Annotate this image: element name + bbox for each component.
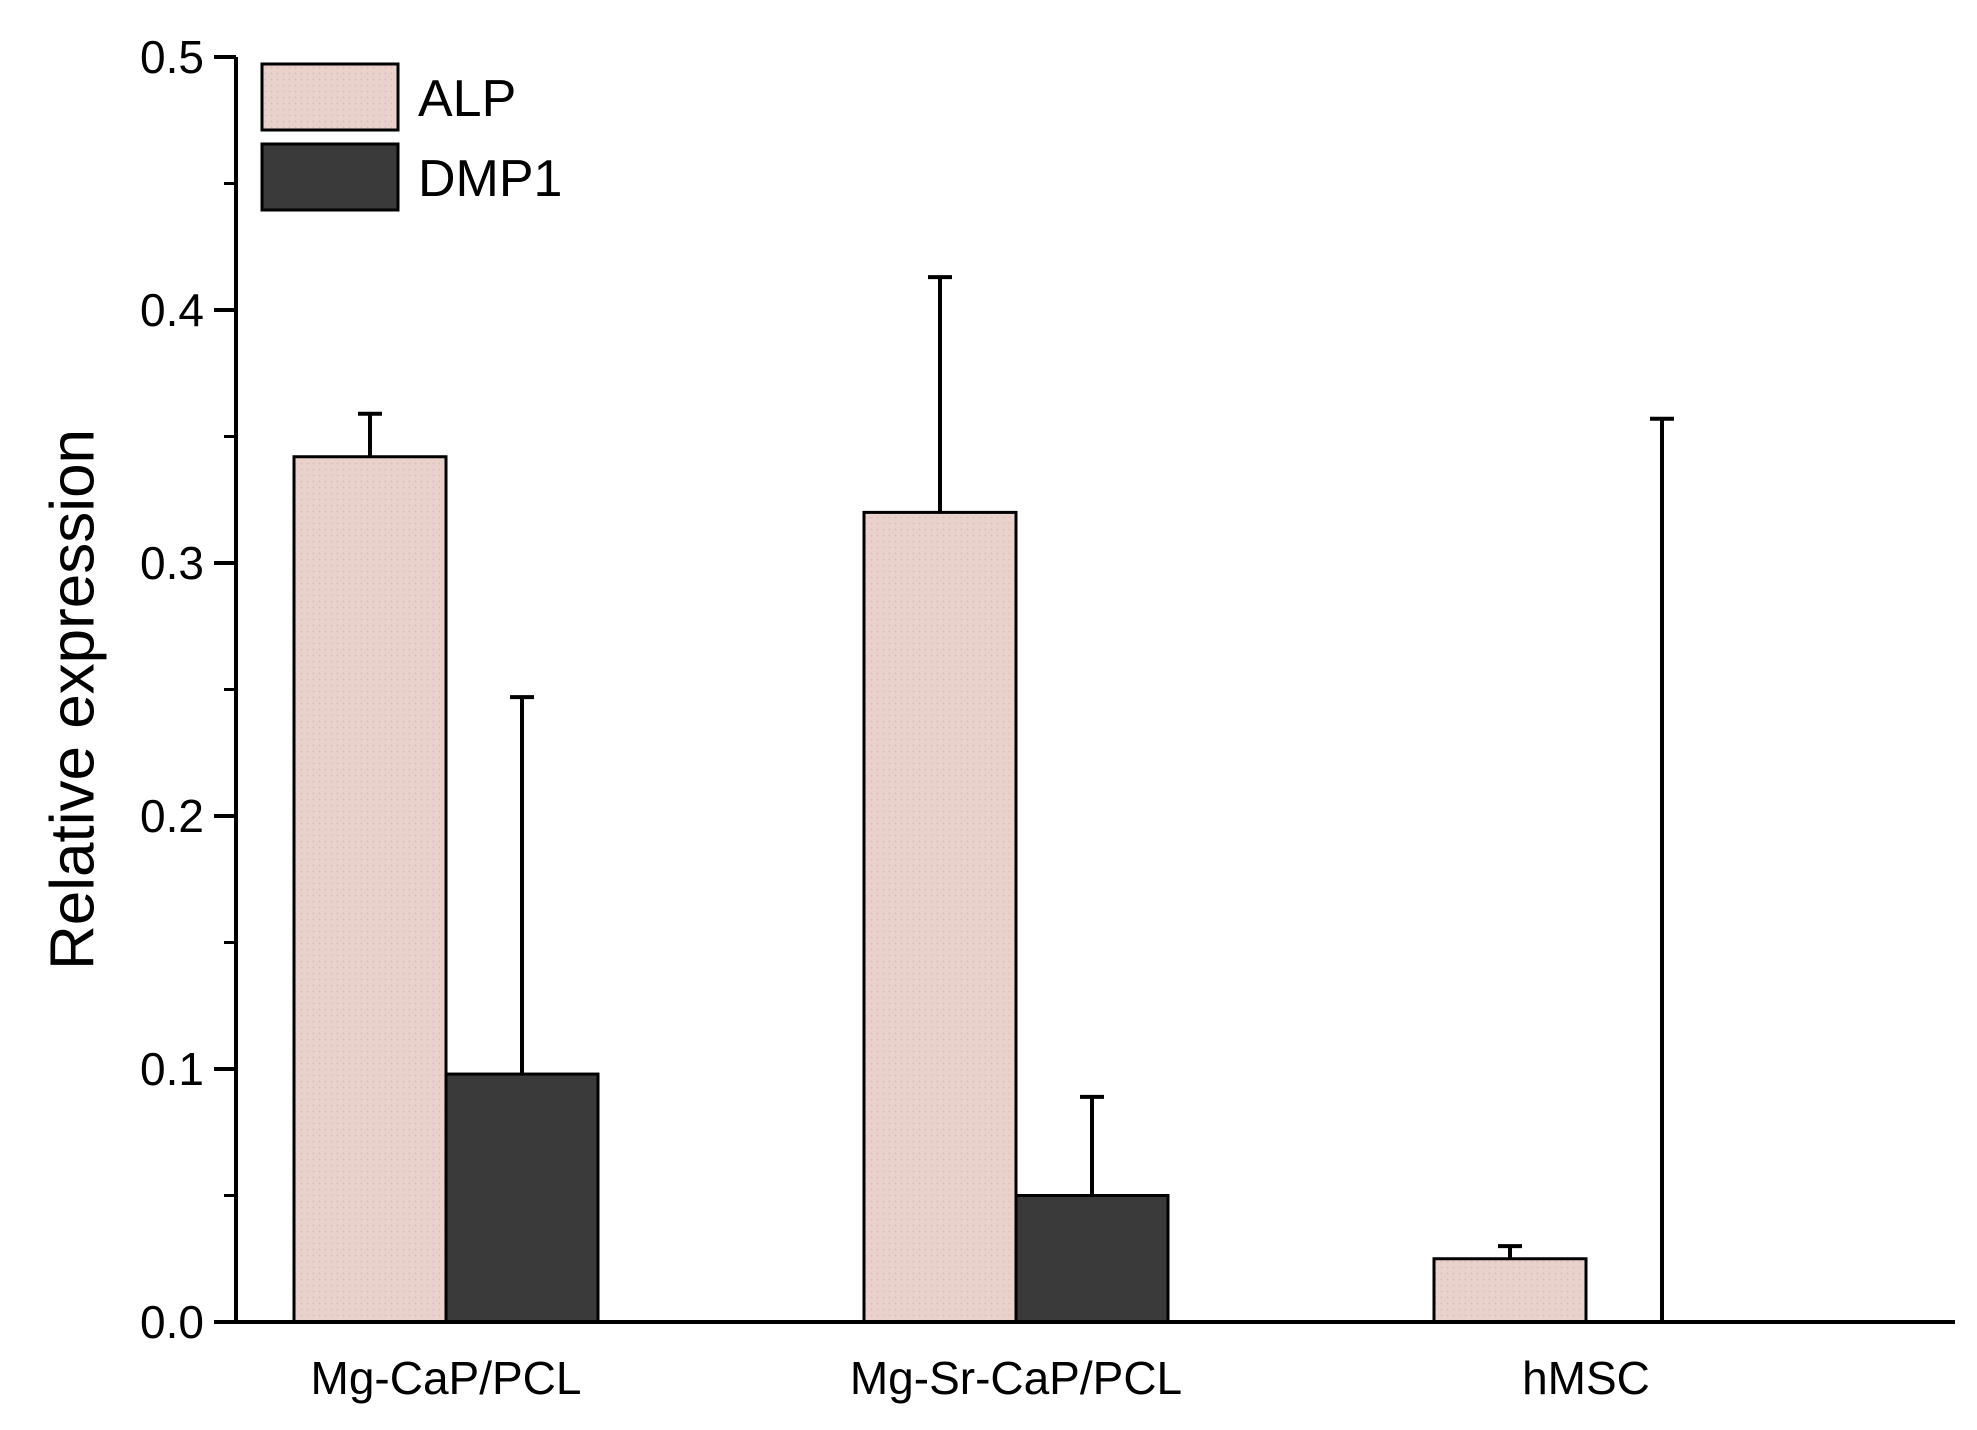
y-axis-title: Relative expression <box>39 429 108 970</box>
y-tick-label: 0.0 <box>140 1296 204 1348</box>
bars-layer <box>292 455 1588 1324</box>
bar-dmp1-1 <box>444 1072 600 1324</box>
y-tick-label: 0.5 <box>140 31 204 83</box>
legend-label-alp: ALP <box>418 70 516 128</box>
legend-label-dmp1: DMP1 <box>418 150 562 208</box>
legend-swatch-dmp1 <box>260 142 400 212</box>
y-tick-label: 0.3 <box>140 537 204 589</box>
bar-alp-2 <box>862 510 1018 1324</box>
x-category-labels: Mg-CaP/PCL Mg-Sr-CaP/PCL hMSC <box>311 1352 1650 1404</box>
plot-area: 0.0 0.1 0.2 0.3 0.4 0.5 Mg-CaP/PCL Mg-Sr-CaP/P… <box>140 31 1955 1404</box>
y-tick-label: 0.2 <box>140 790 204 842</box>
y-tick-label: 0.1 <box>140 1043 204 1095</box>
legend: ALP DMP1 <box>260 62 562 212</box>
y-ticks: 0.0 0.1 0.2 0.3 0.4 0.5 <box>140 31 236 1348</box>
x-category-label: Mg-CaP/PCL <box>311 1352 582 1404</box>
legend-swatch-alp <box>260 62 400 132</box>
x-category-label: Mg-Sr-CaP/PCL <box>850 1352 1182 1404</box>
x-category-label: hMSC <box>1522 1352 1650 1404</box>
bar-alp-3 <box>1432 1257 1588 1324</box>
error-bars-layer <box>358 275 1674 1322</box>
y-tick-label: 0.4 <box>140 284 204 336</box>
bar-dmp1-2 <box>1014 1194 1170 1324</box>
bar-alp-1 <box>292 455 448 1324</box>
